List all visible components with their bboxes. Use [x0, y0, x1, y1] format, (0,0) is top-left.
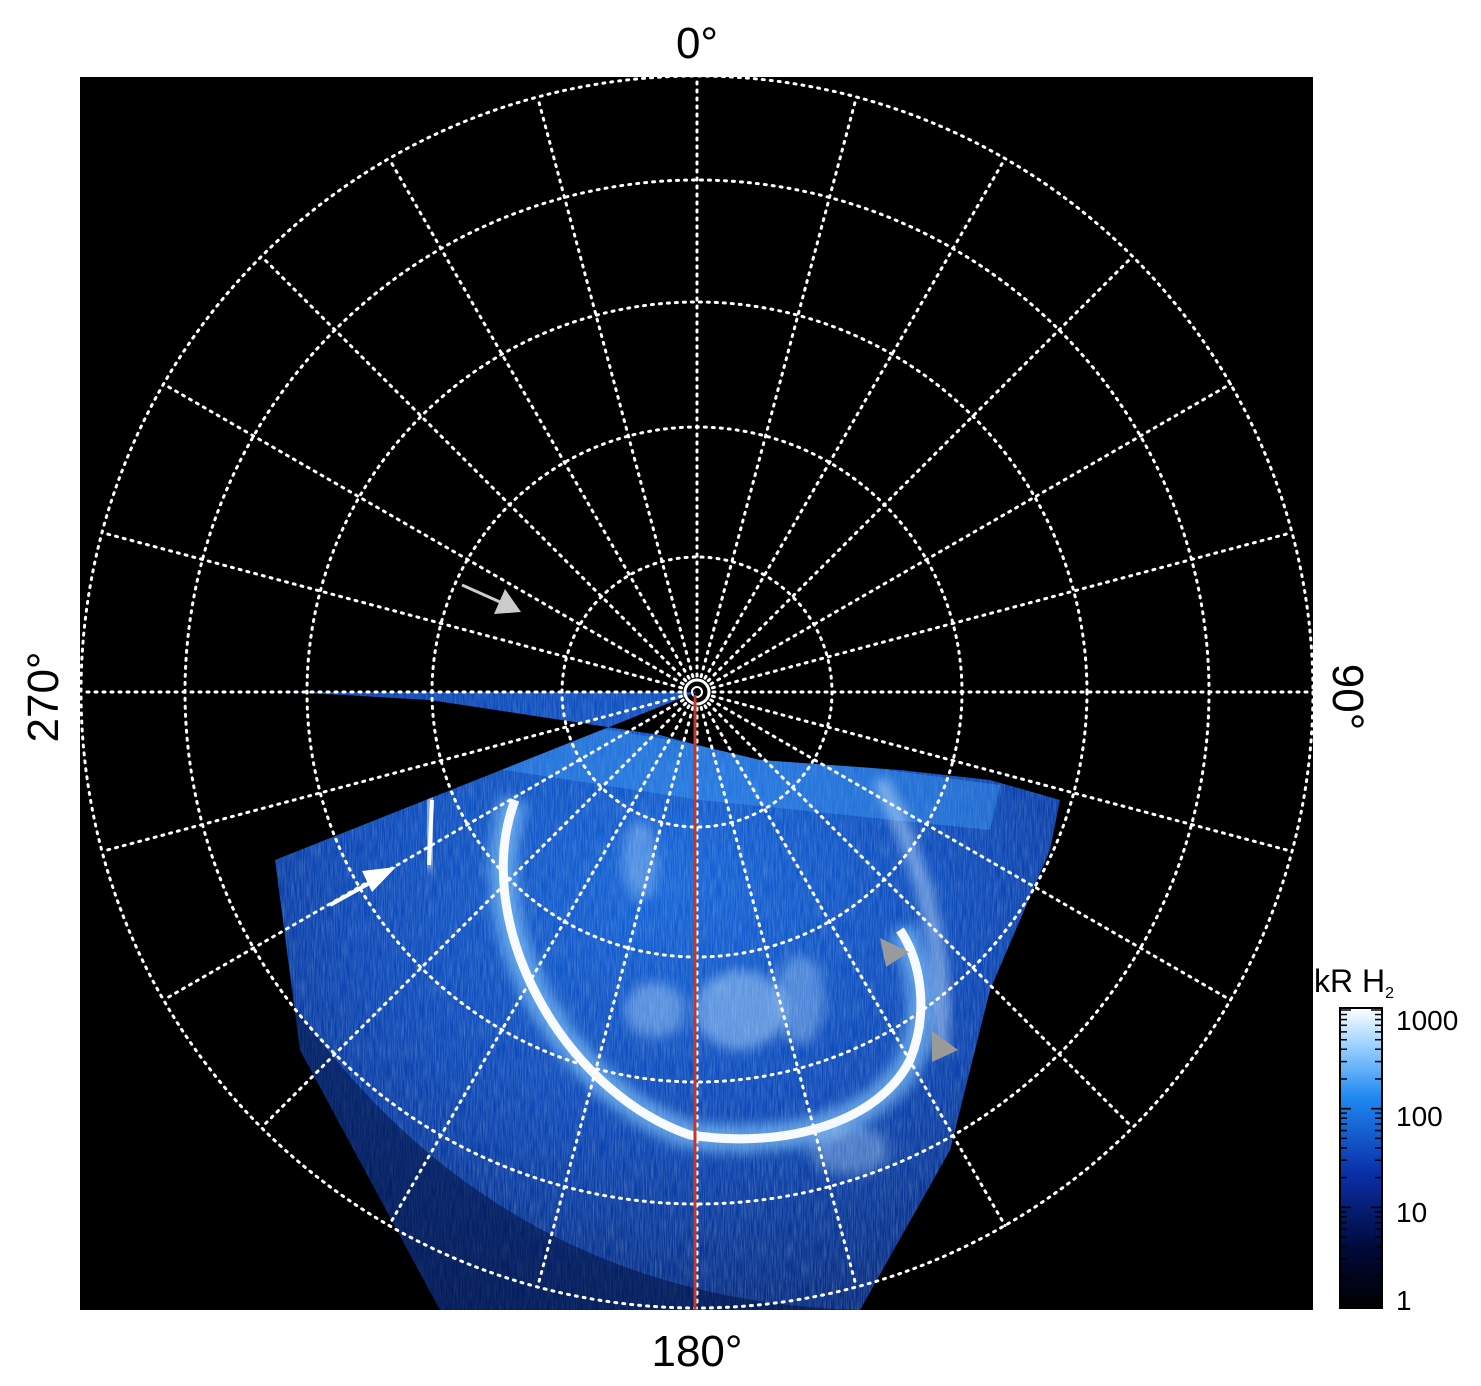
pole-marker-inner: [691, 686, 703, 698]
colorbar-tick-10: 10: [1396, 1197, 1427, 1228]
colorbar-tick-1: 1: [1396, 1285, 1412, 1316]
white-arrow-upper: [461, 583, 521, 614]
colorbar-tick-1000: 1000: [1396, 1005, 1458, 1036]
label-left: 270°: [19, 651, 68, 742]
latitude-ring: [80, 77, 1313, 1310]
pole-marker-outer: [683, 678, 711, 706]
dusk-arc: [873, 776, 949, 1051]
colorbar: kR H2 1000 100 10 1: [1314, 963, 1458, 1316]
colorbar-minor-ticks: [1341, 1009, 1381, 1307]
colorbar-title: kR H2: [1314, 963, 1394, 1002]
latitude-ring: [305, 300, 1089, 1084]
gray-arrowhead-lower: [932, 1031, 958, 1062]
lat-lon-grid: [80, 77, 1313, 1310]
colorbar-scale: [1339, 1007, 1383, 1309]
gray-arrowhead-upper: [880, 938, 909, 967]
colorbar-tick-100: 100: [1396, 1101, 1443, 1132]
white-arrow-lower: [329, 867, 396, 907]
label-top: 0°: [676, 19, 718, 68]
label-bottom: 180°: [651, 1327, 742, 1376]
label-right: 90°: [1323, 664, 1372, 731]
